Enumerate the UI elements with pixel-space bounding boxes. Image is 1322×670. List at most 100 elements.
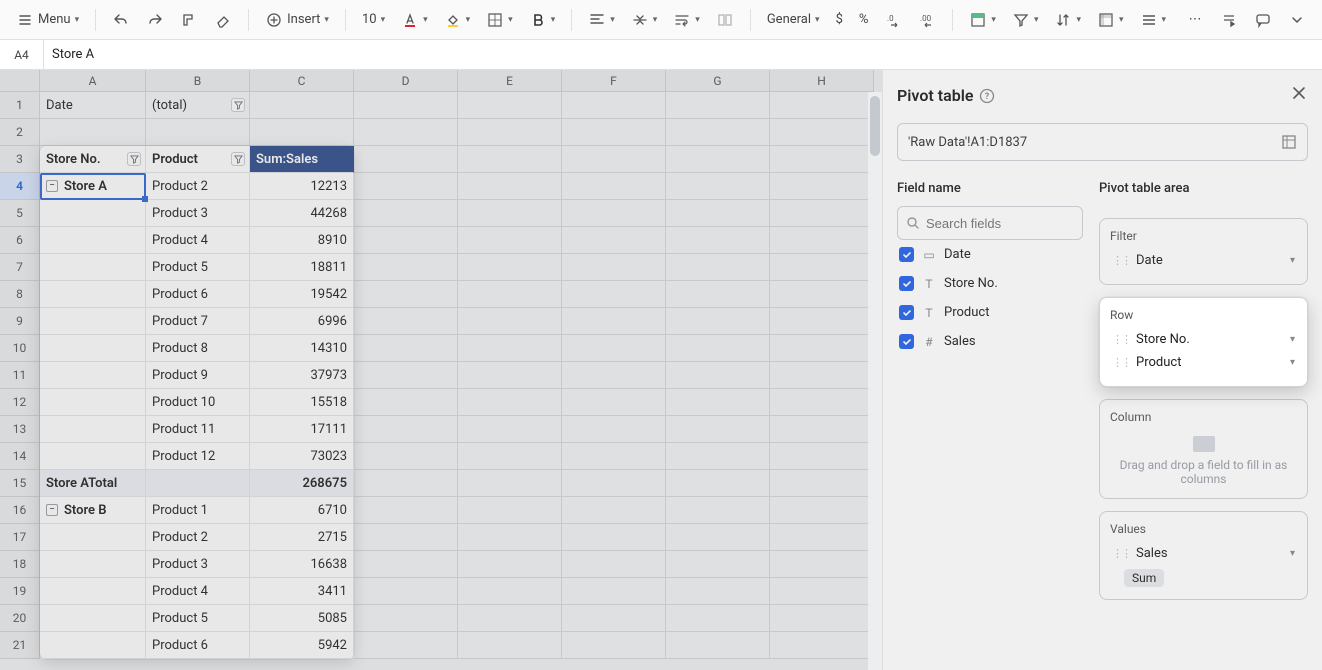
cell[interactable] <box>666 605 770 632</box>
cell[interactable] <box>354 578 458 605</box>
filter-icon[interactable] <box>231 152 245 166</box>
pivot-header-cell[interactable]: Store No. <box>40 146 146 173</box>
h-align-button[interactable]: ▾ <box>582 7 621 33</box>
cell[interactable] <box>354 362 458 389</box>
field-item[interactable]: ▭Date <box>897 240 1083 269</box>
pivot-cell[interactable]: Product 4 <box>146 578 250 605</box>
row-header[interactable]: 15 <box>0 470 40 497</box>
checkbox-icon[interactable] <box>899 276 914 291</box>
values-drop-area[interactable]: Values ⋮⋮Sales▾ Sum <box>1099 511 1308 600</box>
cell[interactable] <box>458 443 562 470</box>
cell[interactable] <box>666 146 770 173</box>
column-header[interactable]: D <box>354 70 458 92</box>
pivot-cell[interactable]: 73023 <box>250 443 354 470</box>
row-header[interactable]: 10 <box>0 335 40 362</box>
cell[interactable] <box>666 281 770 308</box>
cell[interactable] <box>770 335 874 362</box>
cell[interactable] <box>666 578 770 605</box>
cell[interactable] <box>354 335 458 362</box>
pivot-cell[interactable]: Product 5 <box>146 605 250 632</box>
filter-drop-area[interactable]: Filter ⋮⋮Date▾ <box>1099 218 1308 285</box>
chevron-down-icon[interactable]: ▾ <box>1290 255 1295 266</box>
cell[interactable] <box>666 551 770 578</box>
pivot-header-cell[interactable]: Sum:Sales <box>250 146 354 173</box>
pivot-cell[interactable] <box>40 578 146 605</box>
number-format-select[interactable]: General▾ <box>761 8 826 31</box>
column-header[interactable]: F <box>562 70 666 92</box>
cell[interactable] <box>770 389 874 416</box>
area-chip[interactable]: ⋮⋮Date▾ <box>1110 249 1297 272</box>
pivot-cell[interactable]: Product 6 <box>146 632 250 659</box>
row-header[interactable]: 13 <box>0 416 40 443</box>
pivot-cell[interactable]: −Store B <box>40 497 146 524</box>
cell[interactable] <box>770 119 874 146</box>
pivot-cell[interactable]: Product 11 <box>146 416 250 443</box>
field-item[interactable]: #Sales <box>897 327 1083 356</box>
cell[interactable] <box>354 281 458 308</box>
cell[interactable] <box>562 281 666 308</box>
pivot-cell[interactable]: Product 4 <box>146 227 250 254</box>
row-header[interactable]: 19 <box>0 578 40 605</box>
spreadsheet-grid[interactable]: ABCDEFGH 1234567891011121314151617181920… <box>0 70 882 670</box>
insert-button[interactable]: Insert ▾ <box>259 7 335 33</box>
filter-button[interactable]: ▾ <box>1006 7 1045 33</box>
field-item[interactable]: TStore No. <box>897 269 1083 298</box>
cell[interactable] <box>354 308 458 335</box>
row-height-button[interactable]: ▾ <box>1134 7 1173 33</box>
cell[interactable] <box>770 470 874 497</box>
column-header[interactable]: G <box>666 70 770 92</box>
cell[interactable] <box>562 389 666 416</box>
row-header[interactable]: 7 <box>0 254 40 281</box>
cell[interactable] <box>666 524 770 551</box>
cell[interactable] <box>562 524 666 551</box>
cell[interactable] <box>354 443 458 470</box>
aggregation-tag[interactable]: Sum <box>1124 569 1164 587</box>
cell[interactable] <box>770 92 874 119</box>
drag-handle-icon[interactable]: ⋮⋮ <box>1112 356 1130 369</box>
cell[interactable] <box>458 524 562 551</box>
pivot-cell[interactable] <box>40 416 146 443</box>
pivot-cell[interactable]: 6996 <box>250 308 354 335</box>
checkbox-icon[interactable] <box>899 305 914 320</box>
pivot-cell[interactable]: −Store A <box>40 173 146 200</box>
row-header[interactable]: 20 <box>0 605 40 632</box>
pivot-cell[interactable]: Product 12 <box>146 443 250 470</box>
row-header[interactable]: 16 <box>0 497 40 524</box>
pivot-cell[interactable]: Product 1 <box>146 497 250 524</box>
cell[interactable] <box>562 92 666 119</box>
pivot-cell[interactable]: 3411 <box>250 578 354 605</box>
cell[interactable] <box>354 632 458 659</box>
cell[interactable] <box>562 308 666 335</box>
column-header[interactable]: E <box>458 70 562 92</box>
cell[interactable] <box>458 470 562 497</box>
column-header[interactable]: B <box>146 70 250 92</box>
data-range-input[interactable]: 'Raw Data'!A1:D1837 <box>897 123 1308 161</box>
pivot-cell[interactable]: Product 10 <box>146 389 250 416</box>
row-header[interactable]: 11 <box>0 362 40 389</box>
row-header[interactable]: 8 <box>0 281 40 308</box>
cell[interactable] <box>666 470 770 497</box>
cell[interactable] <box>458 254 562 281</box>
pivot-cell[interactable]: 19542 <box>250 281 354 308</box>
cell[interactable] <box>354 173 458 200</box>
name-box[interactable]: A4 <box>0 40 44 69</box>
drag-handle-icon[interactable]: ⋮⋮ <box>1112 254 1130 267</box>
row-header[interactable]: 18 <box>0 551 40 578</box>
cell[interactable] <box>562 254 666 281</box>
row-header[interactable]: 14 <box>0 443 40 470</box>
cell[interactable] <box>562 119 666 146</box>
chevron-down-icon[interactable]: ▾ <box>1290 357 1295 368</box>
cell[interactable] <box>562 173 666 200</box>
pivot-cell[interactable]: 18811 <box>250 254 354 281</box>
cell[interactable] <box>354 227 458 254</box>
pivot-cell[interactable] <box>40 524 146 551</box>
pivot-cell[interactable]: Product 5 <box>146 254 250 281</box>
pivot-cell[interactable] <box>40 389 146 416</box>
cell[interactable] <box>666 308 770 335</box>
cell[interactable] <box>146 119 250 146</box>
redo-button[interactable] <box>140 7 170 33</box>
drag-handle-icon[interactable]: ⋮⋮ <box>1112 333 1130 346</box>
cell[interactable] <box>666 362 770 389</box>
checkbox-icon[interactable] <box>899 247 914 262</box>
cell[interactable] <box>354 119 458 146</box>
